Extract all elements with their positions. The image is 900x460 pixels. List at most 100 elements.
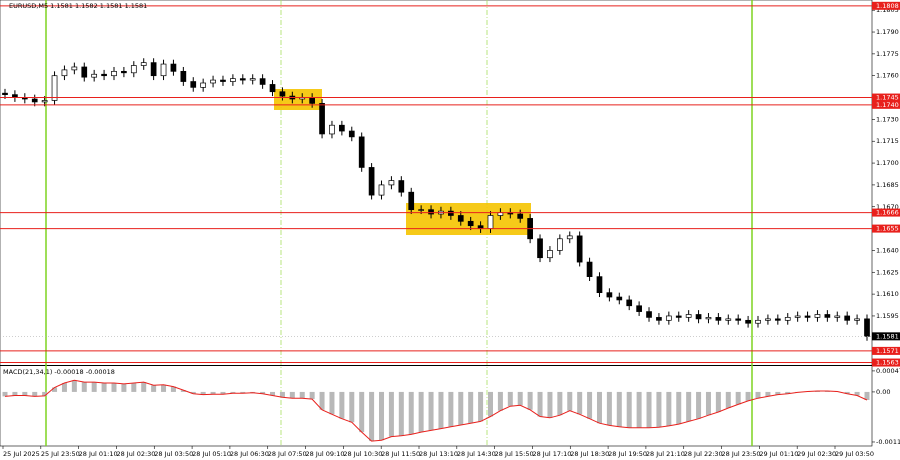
candle-body <box>774 318 781 321</box>
macd-bar <box>636 391 642 428</box>
candle-body <box>794 315 801 318</box>
macd-bar <box>755 391 761 399</box>
y-tick-label: -0.00112 <box>876 438 900 446</box>
macd-bar <box>349 391 355 423</box>
x-tick-label: 28 Jul 22:30 <box>684 450 723 458</box>
price-tag <box>872 332 900 341</box>
macd-bar <box>686 391 692 422</box>
macd-bar <box>448 391 454 427</box>
x-tick-label: 28 Jul 18:30 <box>570 450 609 458</box>
macd-bar <box>270 391 276 396</box>
macd-bar <box>101 382 107 392</box>
macd-bar <box>844 391 850 394</box>
candle-body <box>358 136 365 168</box>
x-tick-label: 28 Jul 14:30 <box>457 450 496 458</box>
candle-body <box>121 70 127 74</box>
y-tick-label: 1.1775 <box>876 50 899 58</box>
macd-bar <box>557 391 563 416</box>
macd-bar <box>547 391 553 418</box>
macd-bar <box>676 391 682 425</box>
candle-body <box>517 213 524 219</box>
candle-body <box>745 319 751 324</box>
candle-body <box>834 315 841 318</box>
level-label: 1.1808 <box>876 2 899 10</box>
macd-bar <box>289 391 295 399</box>
x-tick-label: 28 Jul 02:30 <box>116 450 155 458</box>
level-label: 1.1740 <box>876 101 899 109</box>
macd-bar <box>339 391 345 419</box>
x-tick-label: 28 Jul 01:10 <box>79 450 118 458</box>
level-tag <box>872 100 900 109</box>
macd-bar <box>210 391 216 395</box>
candle-body <box>715 317 722 321</box>
macd-bar <box>180 390 186 392</box>
x-tick-label: 25 Jul 2025 <box>3 450 40 458</box>
macd-bar <box>131 382 137 392</box>
y-tick-label: 1.1670 <box>876 203 899 211</box>
candle-body <box>537 238 543 259</box>
macd-bar <box>656 391 662 428</box>
candle-body <box>557 238 563 251</box>
candle-body <box>249 78 256 81</box>
candle-body <box>230 78 236 82</box>
candle-body <box>130 65 137 74</box>
macd-bar <box>765 391 771 397</box>
macd-bar <box>705 391 711 416</box>
level-label: 1.1655 <box>876 225 899 233</box>
candle-body <box>675 315 682 318</box>
macd-bar <box>775 391 781 395</box>
candle-body <box>368 167 375 196</box>
candle-body <box>755 319 761 324</box>
session-lines <box>45 0 753 446</box>
candle-body <box>200 82 207 88</box>
candle-body <box>467 220 474 227</box>
candle-body <box>765 318 771 321</box>
x-tick-label: 29 Jul 01:10 <box>759 450 798 458</box>
macd-bar <box>61 382 67 392</box>
highlight-box <box>406 203 531 235</box>
macd-bar <box>626 391 632 428</box>
candle-body <box>309 97 315 104</box>
candle-body <box>239 78 246 81</box>
macd-bar <box>359 391 365 433</box>
candle-body <box>269 84 276 93</box>
candle-body <box>428 209 434 215</box>
candle-body <box>101 73 107 77</box>
signal-line <box>4 379 868 442</box>
macd-bar <box>438 391 444 429</box>
macd-bar <box>71 380 77 392</box>
x-tick-label: 28 Jul 10:30 <box>343 450 382 458</box>
y-tick-label: 1.1790 <box>876 28 899 36</box>
macd-bar <box>596 391 602 424</box>
macd-bar <box>408 391 414 435</box>
candle-body <box>596 276 603 294</box>
macd-bar <box>577 391 583 415</box>
candle-body <box>61 69 68 77</box>
candle-body <box>705 317 712 320</box>
x-tick-label: 28 Jul 03:50 <box>154 450 193 458</box>
candle-body <box>348 130 355 138</box>
candle-body <box>418 209 424 211</box>
candle-body <box>111 70 117 77</box>
candle-body <box>576 235 583 263</box>
candle-body <box>656 317 662 321</box>
x-tick-label: 29 Jul 02:30 <box>797 450 836 458</box>
x-tick-label: 29 Jul 03:50 <box>835 450 874 458</box>
macd-bar <box>91 382 97 392</box>
level-label: 1.1666 <box>876 209 899 217</box>
y-tick-label: 1.1595 <box>876 312 899 320</box>
price-label: 1.1581 <box>876 332 899 340</box>
candle-body <box>140 62 147 66</box>
level-tag <box>872 224 900 233</box>
level-tag <box>872 1 900 10</box>
level-label: 1.1571 <box>876 347 899 355</box>
macd-bar <box>32 391 38 397</box>
macd-bar <box>121 383 127 392</box>
macd-bar <box>240 391 246 394</box>
chart-header: EURUSD,M5 1.1581 1.1582 1.1581 1.1581 <box>9 2 147 10</box>
level-tag <box>872 93 900 102</box>
macd-bar <box>418 391 424 433</box>
macd-bar <box>527 391 533 410</box>
macd-bar <box>141 382 147 392</box>
